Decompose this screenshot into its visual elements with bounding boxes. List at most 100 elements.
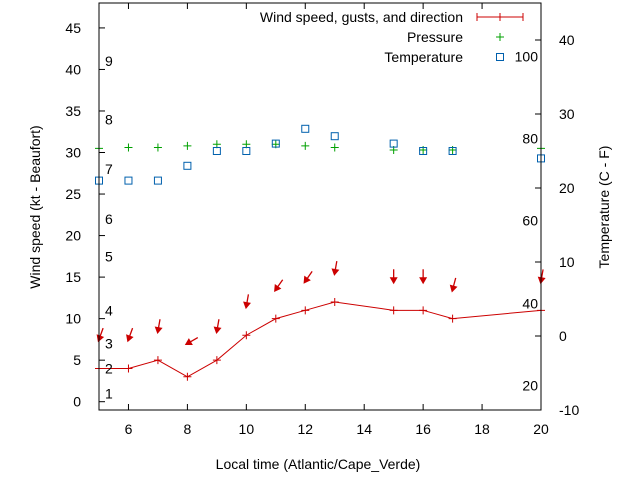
y-tick-label: 10: [65, 311, 81, 327]
legend-swatch-pressure: [496, 33, 504, 41]
x-tick-label: 6: [125, 421, 133, 437]
y-axis-label: Wind speed (kt - Beaufort): [27, 125, 43, 288]
beaufort-label: 1: [105, 385, 113, 401]
legend-swatch-wind-marks: [476, 13, 524, 21]
temperature-point: [153, 176, 162, 185]
plot-frame: [98, 2, 542, 411]
wind-gust-arrow: [243, 294, 251, 310]
beaufort-label: 2: [105, 360, 113, 376]
legend-swatch-temperature: [496, 53, 504, 61]
wind-speed-point: [124, 364, 133, 373]
wind-gust-arrow-head: [419, 277, 428, 285]
wind-speed-point: [242, 331, 251, 340]
y2-tick-label: 40: [559, 32, 575, 48]
fahrenheit-label: 80: [522, 130, 538, 146]
wind-speed-point: [212, 356, 221, 365]
temperature-point: [448, 147, 457, 155]
x-tick-label: 14: [356, 421, 372, 437]
fahrenheit-label: 40: [522, 295, 538, 311]
y-tick-label: 35: [65, 103, 81, 119]
wind-gust-arrow-head: [331, 268, 340, 276]
wind-gust-arrow-head: [184, 338, 193, 346]
fahrenheit-label: 60: [522, 213, 538, 229]
wind-gust-arrow: [126, 327, 134, 343]
y2-tick-label: 10: [559, 254, 575, 270]
legend: Wind speed, gusts, and direction Pressure…: [260, 9, 524, 65]
temperature-point: [124, 176, 133, 185]
temperature-point: [271, 139, 280, 148]
legend-label-temperature: Temperature: [384, 49, 463, 65]
wind-gust-arrow-head: [303, 275, 311, 284]
beaufort-label: 3: [105, 336, 113, 352]
wind-gust-arrow-head: [389, 277, 398, 285]
wind-speed-point: [153, 356, 162, 365]
beaufort-label: 6: [105, 211, 113, 227]
temperature-point: [212, 147, 221, 155]
pressure-point: [330, 143, 339, 152]
x-tick-label: 18: [474, 421, 490, 437]
wind-gust-arrow: [331, 261, 340, 276]
wind-gust-arrow: [389, 269, 398, 285]
wind-gust-arrow: [213, 319, 222, 335]
wind-gust-arrow: [96, 327, 105, 343]
fahrenheit-label: 100: [515, 48, 539, 64]
pressure-point: [242, 140, 251, 149]
legend-label-wind: Wind speed, gusts, and direction: [260, 9, 463, 25]
y2-axis-label: Temperature (C - F): [596, 146, 612, 269]
beaufort-label: 4: [105, 302, 113, 318]
x-tick-label: 20: [533, 421, 549, 437]
legend-label-pressure: Pressure: [407, 29, 463, 45]
pressure-point: [183, 141, 192, 150]
wind-speed-point: [330, 298, 339, 307]
y-tick-label: 25: [65, 186, 81, 202]
wind-gust-arrow-head: [537, 276, 546, 285]
y-tick-label: 20: [65, 228, 81, 244]
x-axis-label: Local time (Atlantic/Cape_Verde): [216, 456, 421, 472]
pressure-point: [153, 143, 162, 152]
beaufort-label: 8: [105, 111, 113, 127]
x-tick-label: 8: [184, 421, 192, 437]
wind-speed-point: [271, 314, 280, 323]
wind-speed-point: [448, 314, 457, 323]
wind-gust-arrow: [419, 269, 428, 285]
wind-gust-arrow: [449, 277, 458, 293]
wind-gust-arrow: [154, 319, 163, 335]
wind-gust-arrow: [274, 279, 284, 293]
wind-gust-arrow-head: [154, 326, 163, 335]
beaufort-label: 7: [105, 161, 113, 177]
y-tick-label: 0: [73, 394, 81, 410]
temperature-point: [330, 132, 339, 141]
y-tick-label: 5: [73, 352, 81, 368]
wind-gust-arrow-head: [449, 284, 458, 293]
y-tick-label: 30: [65, 145, 81, 161]
fahrenheit-label: 20: [522, 378, 538, 394]
wind-speed-point: [183, 372, 192, 381]
y-tick-label: 40: [65, 61, 81, 77]
x-tick-label: 16: [415, 421, 431, 437]
x-tick-label: 10: [239, 421, 255, 437]
temperature-point: [389, 139, 398, 148]
wind-gust-arrow-head: [213, 326, 222, 335]
wind-gust-arrow-head: [274, 283, 282, 293]
temperature-point: [242, 147, 251, 155]
wind-gust-arrow: [537, 269, 546, 285]
x-tick-label: 12: [297, 421, 313, 437]
beaufort-label: 9: [105, 53, 113, 69]
beaufort-label: 5: [105, 248, 113, 264]
temperature-point: [419, 147, 428, 155]
y-tick-label: 15: [65, 269, 81, 285]
ticks-layer: 6 8 10 12 14 16 18 20051015202530354045-1001020…: [65, 3, 579, 437]
marks-layer: [95, 124, 546, 381]
wind-gust-arrow-head: [243, 301, 251, 310]
wind-gust-arrow-head: [126, 334, 134, 343]
temperature-point: [301, 124, 310, 133]
wind-speed-point: [301, 306, 310, 315]
y-tick-label: 45: [65, 20, 81, 36]
wind-speed-point: [419, 306, 428, 315]
wind-speed-point: [389, 306, 398, 315]
pressure-point: [124, 143, 133, 152]
y2-tick-label: 30: [559, 106, 575, 122]
y2-tick-label: 0: [559, 328, 567, 344]
